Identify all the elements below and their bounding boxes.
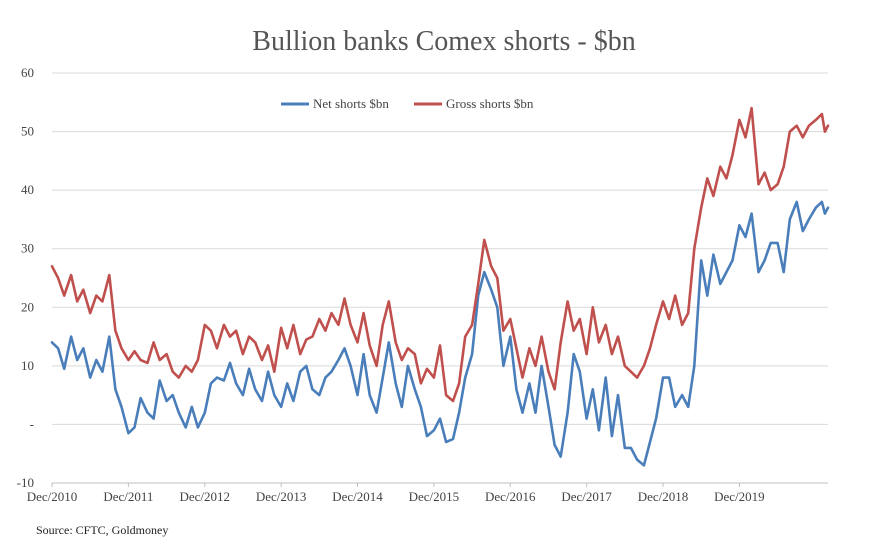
x-tick-label: Dec/2015 — [409, 489, 460, 504]
y-tick-label: 30 — [21, 241, 34, 256]
x-tick-label: Dec/2018 — [638, 489, 689, 504]
axes — [51, 482, 828, 487]
x-tick-label: Dec/2016 — [485, 489, 536, 504]
source-note: Source: CFTC, Goldmoney — [36, 523, 169, 537]
y-tick-label: 50 — [21, 124, 34, 139]
chart-title: Bullion banks Comex shorts - $bn — [252, 26, 636, 57]
y-tick-label: - — [30, 416, 34, 431]
x-tick-label: Dec/2017 — [561, 489, 612, 504]
grid-lines — [52, 72, 828, 425]
x-tick-label: Dec/2019 — [714, 489, 765, 504]
y-tick-label: 60 — [21, 65, 34, 80]
y-tick-label: 20 — [21, 299, 34, 314]
x-tick-label: Dec/2012 — [179, 489, 230, 504]
legend-label: Net shorts $bn — [313, 96, 389, 111]
y-tick-label: 10 — [21, 358, 34, 373]
series-line-gross-shorts — [50, 106, 830, 403]
x-tick-label: Dec/2011 — [103, 489, 153, 504]
x-tick-label: Dec/2010 — [27, 489, 78, 504]
y-tick-label: 40 — [21, 182, 34, 197]
y-axis-labels: 60 50 40 30 20 10 - -10 — [17, 65, 34, 490]
legend-label: Gross shorts $bn — [446, 96, 534, 111]
series-line-net-shorts — [50, 200, 830, 467]
legend: Net shorts $bn Gross shorts $bn — [281, 96, 534, 111]
x-tick-label: Dec/2014 — [332, 489, 383, 504]
series-lines — [50, 106, 830, 467]
x-tick-label: Dec/2013 — [256, 489, 307, 504]
x-axis-labels: Dec/2010 Dec/2011 Dec/2012 Dec/2013 Dec/2014… — [27, 489, 765, 504]
y-tick-label: -10 — [17, 475, 34, 490]
